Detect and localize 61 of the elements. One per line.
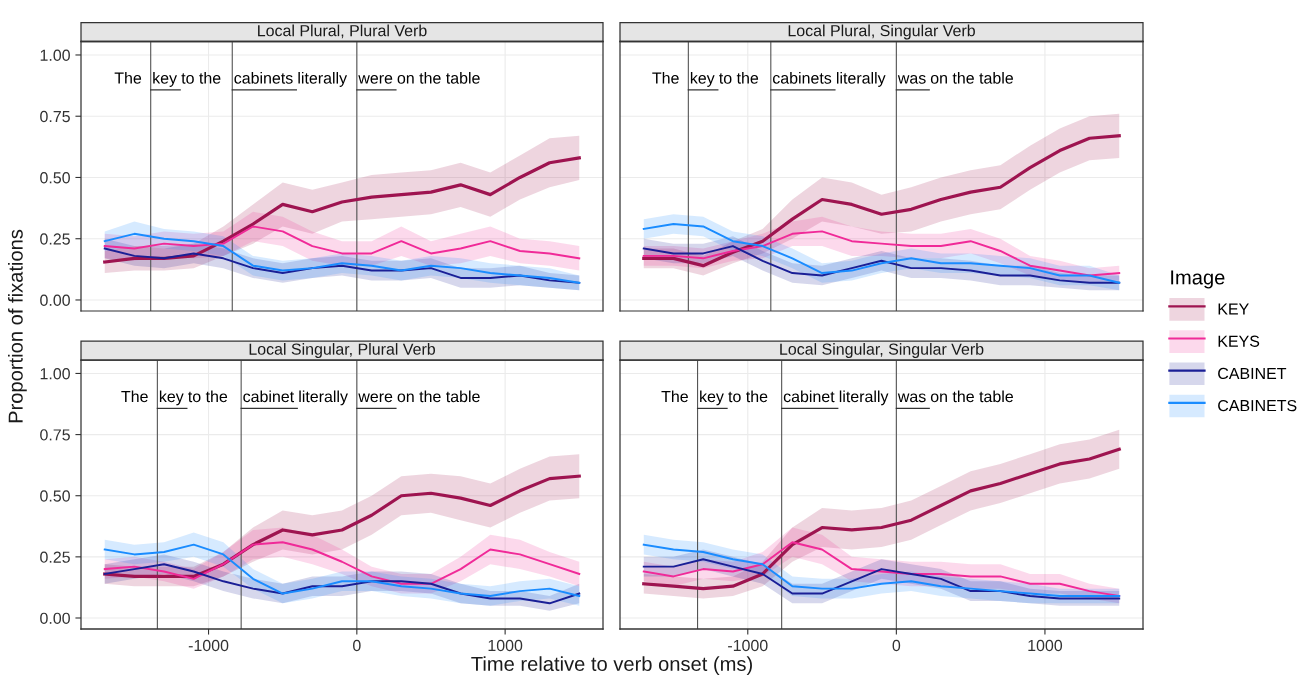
annotation: The (661, 390, 688, 403)
chart-title: Local Plural, Plural Verb (258, 24, 427, 39)
x-tick-label: 0 (353, 639, 361, 652)
chart-title: Local Singular, Singular Verb (780, 343, 984, 358)
x-tick-label: -1000 (728, 639, 768, 652)
annotation: on the table (930, 390, 1013, 403)
legend-label: CABINETS (1218, 399, 1297, 412)
y-tick-label: 0.75 (40, 110, 70, 123)
legend-label: KEY (1218, 303, 1249, 315)
y-tick-label: 1.00 (40, 49, 70, 61)
y-tick-label: 0.50 (40, 490, 70, 502)
legend-label: KEYS (1218, 335, 1260, 347)
annotation: cabinet (783, 390, 835, 403)
y-tick-label: 0.25 (40, 233, 70, 245)
legend-title: Image (1171, 270, 1225, 289)
annotation: cabinets (234, 72, 293, 84)
x-tick-label: 1000 (1028, 639, 1063, 652)
line-series (103, 232, 581, 284)
x-tick-label: 0 (892, 639, 901, 652)
line-series (103, 563, 581, 605)
annotation: were (358, 393, 393, 403)
annotation: key (153, 72, 178, 87)
y-tick-label: 0.00 (40, 612, 70, 624)
annotation: literally (298, 72, 348, 87)
x-tick-label: -1000 (188, 639, 229, 652)
annotation: key (159, 390, 184, 406)
annotation: literally (836, 72, 886, 87)
line-series (103, 543, 581, 597)
annotation: on the table (397, 390, 480, 403)
annotation: cabinet (243, 390, 295, 403)
y-tick-label: 1.00 (40, 368, 70, 380)
y-tick-label: 0.25 (40, 551, 70, 563)
chart-title: Local Plural, Singular Verb (788, 24, 975, 40)
line-series (103, 156, 581, 264)
annotation: The (121, 390, 148, 403)
annotation: to the (728, 390, 768, 403)
annotation: on the table (397, 72, 480, 84)
y-axis-title: Proportion of fixations (8, 229, 27, 423)
line-series (103, 225, 581, 260)
chart-title: Local Singular, Plural Verb (249, 343, 436, 358)
annotation: literally (299, 390, 348, 406)
annotation: to the (188, 390, 228, 403)
annotation: was (897, 393, 926, 403)
y-tick-label: 0.00 (40, 294, 70, 306)
y-tick-label: 0.75 (40, 429, 70, 441)
line-series (103, 541, 581, 585)
annotation: was (897, 75, 926, 84)
y-tick-label: 0.50 (40, 172, 70, 184)
annotation: The (652, 72, 679, 84)
annotation: cabinets (772, 72, 832, 84)
annotation: on the table (930, 72, 1013, 84)
legend-label: CABINET (1218, 367, 1287, 380)
annotation: The (114, 72, 142, 84)
annotation: were (358, 75, 393, 84)
annotation: to the (181, 72, 221, 84)
annotation: key (690, 72, 715, 87)
x-tick-label: 1000 (488, 639, 523, 652)
annotation: literally (839, 390, 889, 406)
x-axis-title: Time relative to verb onset (ms) (471, 656, 752, 675)
annotation: to the (719, 72, 759, 84)
annotation: key (700, 390, 724, 406)
